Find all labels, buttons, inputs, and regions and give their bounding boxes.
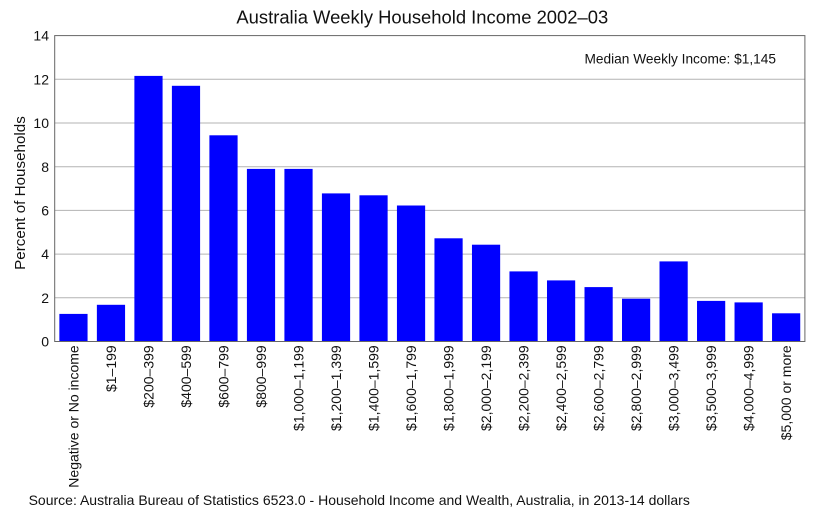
svg-text:12: 12 xyxy=(33,71,49,87)
svg-text:$400–599: $400–599 xyxy=(178,345,194,408)
svg-text:$1–199: $1–199 xyxy=(103,345,119,392)
svg-text:$2,800–2,999: $2,800–2,999 xyxy=(628,345,644,431)
svg-text:$3,000–3,499: $3,000–3,499 xyxy=(666,345,682,431)
svg-text:Australia Weekly Household Inc: Australia Weekly Household Income 2002–0… xyxy=(236,7,608,28)
svg-text:$3,500–3,999: $3,500–3,999 xyxy=(703,345,719,431)
svg-text:Median Weekly Income: $1,145: Median Weekly Income: $1,145 xyxy=(585,51,777,66)
svg-text:Negative or No income: Negative or No income xyxy=(66,345,82,488)
svg-text:10: 10 xyxy=(33,115,49,131)
svg-text:14: 14 xyxy=(33,28,49,44)
svg-text:8: 8 xyxy=(41,159,49,175)
svg-text:0: 0 xyxy=(41,334,49,350)
svg-text:6: 6 xyxy=(41,203,49,219)
svg-text:$200–399: $200–399 xyxy=(141,345,157,408)
svg-text:$1,200–1,399: $1,200–1,399 xyxy=(328,345,344,431)
svg-text:$800–999: $800–999 xyxy=(253,345,269,408)
svg-text:$2,200–2,399: $2,200–2,399 xyxy=(516,345,532,431)
svg-text:$4,000–4,999: $4,000–4,999 xyxy=(741,345,757,431)
svg-text:4: 4 xyxy=(41,246,49,262)
svg-text:Percent of Households: Percent of Households xyxy=(12,116,29,270)
svg-text:$2,400–2,599: $2,400–2,599 xyxy=(553,345,569,431)
svg-text:$1,800–1,999: $1,800–1,999 xyxy=(441,345,457,431)
svg-text:$2,600–2,799: $2,600–2,799 xyxy=(591,345,607,431)
svg-text:$1,400–1,599: $1,400–1,599 xyxy=(366,345,382,431)
svg-text:2: 2 xyxy=(41,290,49,306)
svg-text:$600–799: $600–799 xyxy=(216,345,232,408)
svg-text:$1,600–1,799: $1,600–1,799 xyxy=(403,345,419,431)
svg-text:$5,000 or more: $5,000 or more xyxy=(778,345,794,440)
svg-text:Source: Australia Bureau of St: Source: Australia Bureau of Statistics 6… xyxy=(29,492,690,508)
svg-text:$2,000–2,199: $2,000–2,199 xyxy=(478,345,494,431)
svg-text:$1,000–1,199: $1,000–1,199 xyxy=(291,345,307,431)
